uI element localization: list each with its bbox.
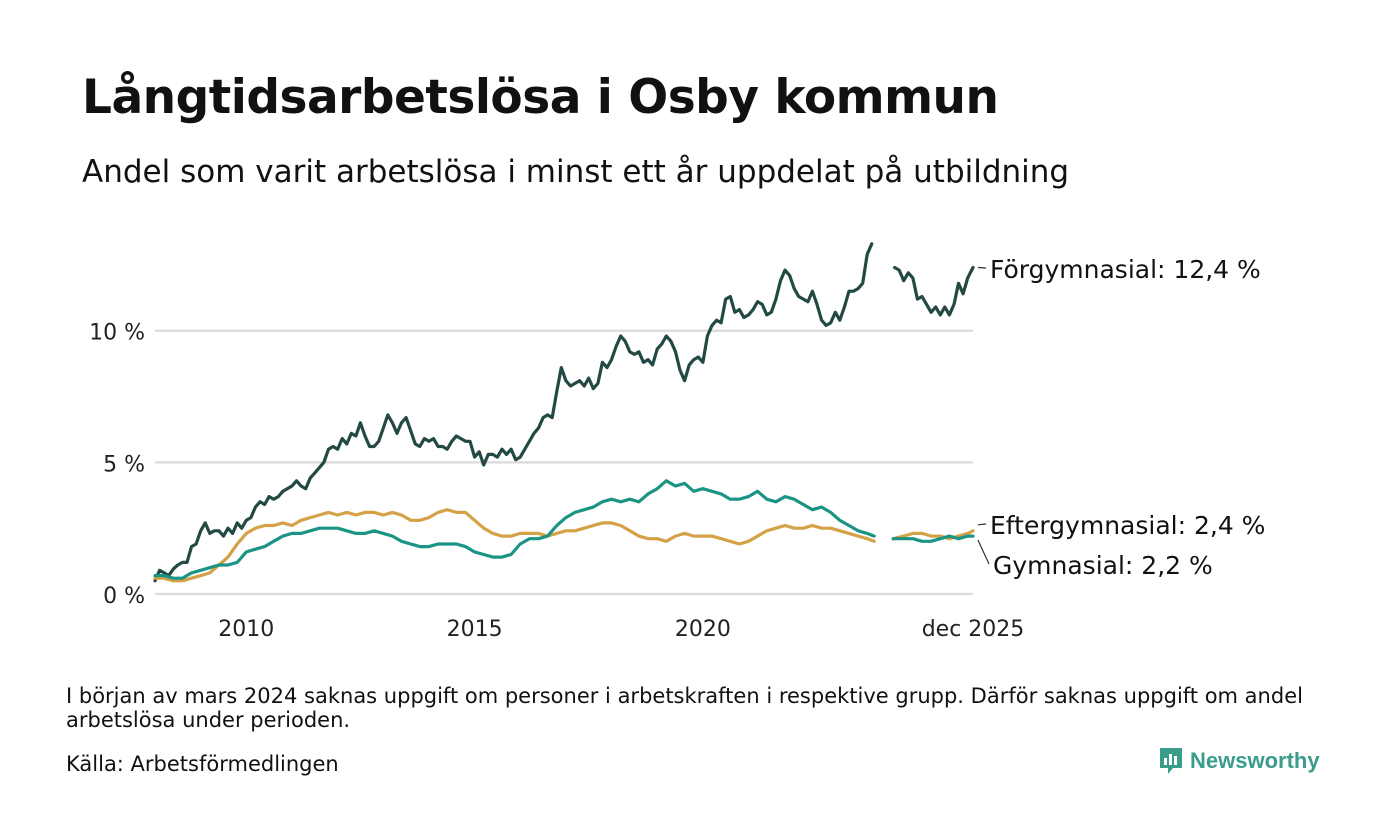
förgymnasial-line-segment-2	[893, 265, 975, 317]
y-tick-label: 0 %	[103, 584, 145, 609]
gymnasial-line-segment-1	[153, 479, 876, 580]
x-tick-label: 2010	[218, 617, 274, 642]
newsworthy-logo[interactable]: Newsworthy	[1158, 746, 1320, 776]
chart-subtitle: Andel som varit arbetslösa i minst ett å…	[82, 154, 1070, 190]
eftergymnasial-line-segment-1	[153, 508, 876, 583]
eftergymnasial-leader-line	[977, 523, 987, 526]
footnote: I början av mars 2024 saknas uppgift om …	[66, 684, 1303, 732]
eftergymnasial-line-segment-2	[891, 529, 975, 541]
gymnasial-end-label: Gymnasial: 2,2 %	[993, 551, 1213, 580]
gymnasial-leader-line	[977, 539, 990, 565]
brand-name: Newsworthy	[1190, 748, 1320, 773]
series-lines	[153, 242, 975, 583]
förgymnasial-leader-line	[977, 266, 987, 269]
source-text: Källa: Arbetsförmedlingen	[66, 752, 339, 776]
x-axis-ticks: 2010 2015 2020 dec 2025	[218, 617, 1024, 642]
y-axis-ticks: 0 % 5 % 10 %	[89, 321, 145, 609]
eftergymnasial-end-label: Eftergymnasial: 2,4 %	[990, 511, 1265, 540]
x-tick-label: dec 2025	[922, 617, 1025, 642]
y-tick-label: 10 %	[89, 321, 145, 346]
chart-title: Långtidsarbetslösa i Osby kommun	[82, 70, 999, 125]
gridlines	[155, 329, 973, 596]
y-tick-label: 5 %	[103, 452, 145, 477]
gymnasial-line-segment-2	[891, 534, 975, 543]
förgymnasial-line-segment-1	[153, 242, 874, 583]
förgymnasial-end-label: Förgymnasial: 12,4 %	[990, 255, 1261, 284]
newsworthy-icon	[1160, 748, 1182, 774]
x-tick-label: 2015	[447, 617, 503, 642]
series-labels: Förgymnasial: 12,4 % Eftergymnasial: 2,4 …	[977, 255, 1265, 580]
x-tick-label: 2020	[675, 617, 731, 642]
